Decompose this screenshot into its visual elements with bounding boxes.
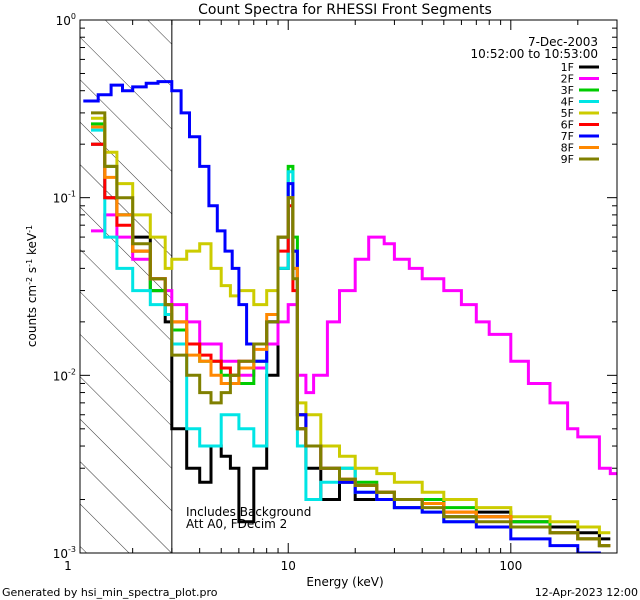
series-2F <box>91 213 617 476</box>
y-axis-label: counts cm-2 s-1 keV-1 <box>25 225 40 347</box>
legend-label-1F: 1F <box>561 61 574 74</box>
series-9F <box>91 111 611 548</box>
legend-label-9F: 9F <box>561 153 574 166</box>
series-layer <box>83 80 617 553</box>
y-tick-label: 10-3 <box>53 545 76 561</box>
legend-label-6F: 6F <box>561 119 574 132</box>
x-tick-label: 1 <box>64 559 72 573</box>
excluded-region <box>80 20 173 553</box>
footer-generated-by: Generated by hsi_min_spectra_plot.pro <box>2 586 218 599</box>
y-tick-label: 10-2 <box>53 367 76 383</box>
legend-label-4F: 4F <box>561 96 574 109</box>
date-label: 7-Dec-2003 <box>528 35 598 49</box>
legend-label-8F: 8F <box>561 142 574 155</box>
time-range-label: 10:52:00 to 10:53:00 <box>471 47 598 61</box>
legend-label-7F: 7F <box>561 130 574 143</box>
plot-frame <box>79 19 618 554</box>
x-tick-label: 100 <box>499 559 522 573</box>
legend-label-5F: 5F <box>561 107 574 120</box>
excluded-region-hatch <box>80 20 172 553</box>
footer-timestamp: 12-Apr-2023 12:00 <box>535 586 638 599</box>
x-axis-label: Energy (keV) <box>306 575 383 589</box>
legend-label-2F: 2F <box>561 73 574 86</box>
chart-title: Count Spectra for RHESSI Front Segments <box>198 2 492 18</box>
legend-label-3F: 3F <box>561 84 574 97</box>
y-tick-label: 10-1 <box>53 190 76 206</box>
annotation-attenuator: Att A0, FDecim 2 <box>186 517 287 531</box>
annotation-background: Includes Background <box>186 505 311 519</box>
y-tick-label: 100 <box>56 12 76 28</box>
x-tick-label: 10 <box>281 559 296 573</box>
